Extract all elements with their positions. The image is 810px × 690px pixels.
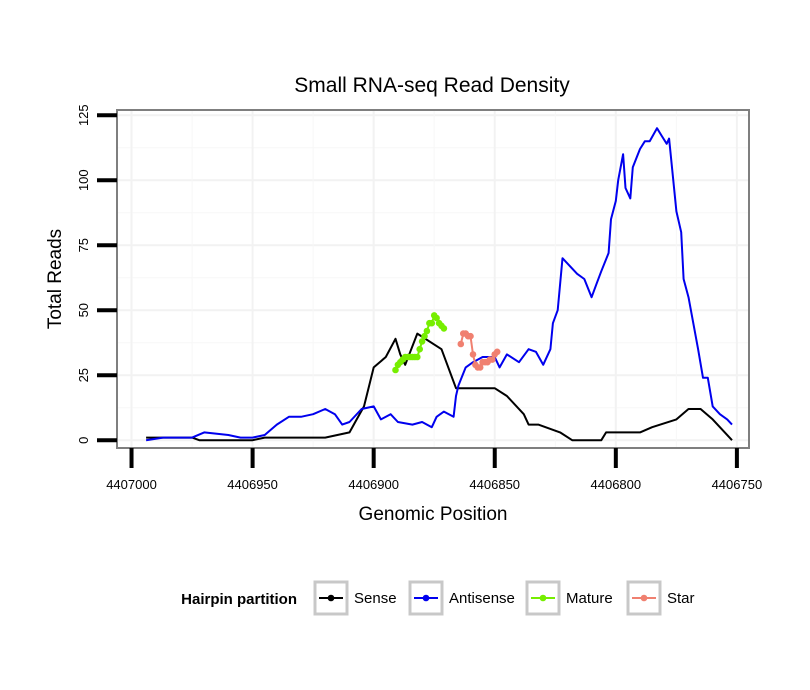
x-tick-label: 4406900 [348,477,399,492]
legend-key-marker [539,594,547,602]
y-axis-label: Total Reads [45,229,66,329]
x-tick-label: 4406750 [712,477,763,492]
data-point-mature [414,353,421,361]
legend-title: Hairpin partition [181,591,297,608]
legend-item-star: Star [626,580,695,616]
data-point-star [467,332,474,340]
legend-label: Mature [566,590,613,607]
legend-label: Star [667,590,695,607]
data-point-star [457,340,465,348]
x-tick-label: 4407000 [106,477,157,492]
y-tick-label: 25 [76,368,91,382]
legend-item-antisense: Antisense [408,580,515,616]
data-point-star [489,356,496,363]
legend-item-mature: Mature [525,580,613,616]
data-point-mature [416,345,424,353]
y-tick-label: 100 [76,169,91,191]
legend-label: Antisense [449,590,515,607]
series-line-sense [146,332,733,442]
series-star [457,330,501,371]
data-point-mature [392,366,399,374]
x-axis-label: Genomic Position [359,504,508,525]
legend-item-sense: Sense [313,580,397,616]
data-point-star [476,364,484,371]
data-point-mature [428,319,436,327]
series-layer [145,127,733,442]
x-tick-label: 4406850 [469,477,520,492]
data-point-star [469,351,477,358]
y-axis: 0 25 50 75 100 125 [76,104,117,444]
legend-label: Sense [354,590,397,607]
x-axis: 4407000 4406950 4406900 4406850 4406800 44067… [106,448,762,492]
series-antisense [145,127,733,442]
data-point-mature [433,314,440,322]
legend-key-marker [327,594,335,602]
y-tick-label: 50 [76,303,91,317]
data-point-mature [440,325,448,332]
x-tick-label: 4406950 [227,477,278,492]
legend: Hairpin partition Sense Antisense Mature St… [181,580,695,616]
legend-key-marker [640,594,648,602]
x-tick-label: 4406800 [591,477,642,492]
series-line-antisense [145,127,733,442]
data-point-mature [423,327,431,335]
series-mature [392,312,448,374]
series-sense [146,332,733,442]
legend-key-marker [422,594,430,602]
data-point-mature [421,332,428,340]
plot-panel [116,109,750,449]
legend-keys: Sense Antisense Mature Star [313,580,695,616]
y-tick-label: 75 [76,238,91,252]
data-point-mature [418,338,426,345]
data-point-star [493,348,501,356]
y-tick-label: 0 [76,437,91,444]
chart-title: Small RNA-seq Read Density [294,74,570,97]
y-tick-label: 125 [76,104,91,126]
